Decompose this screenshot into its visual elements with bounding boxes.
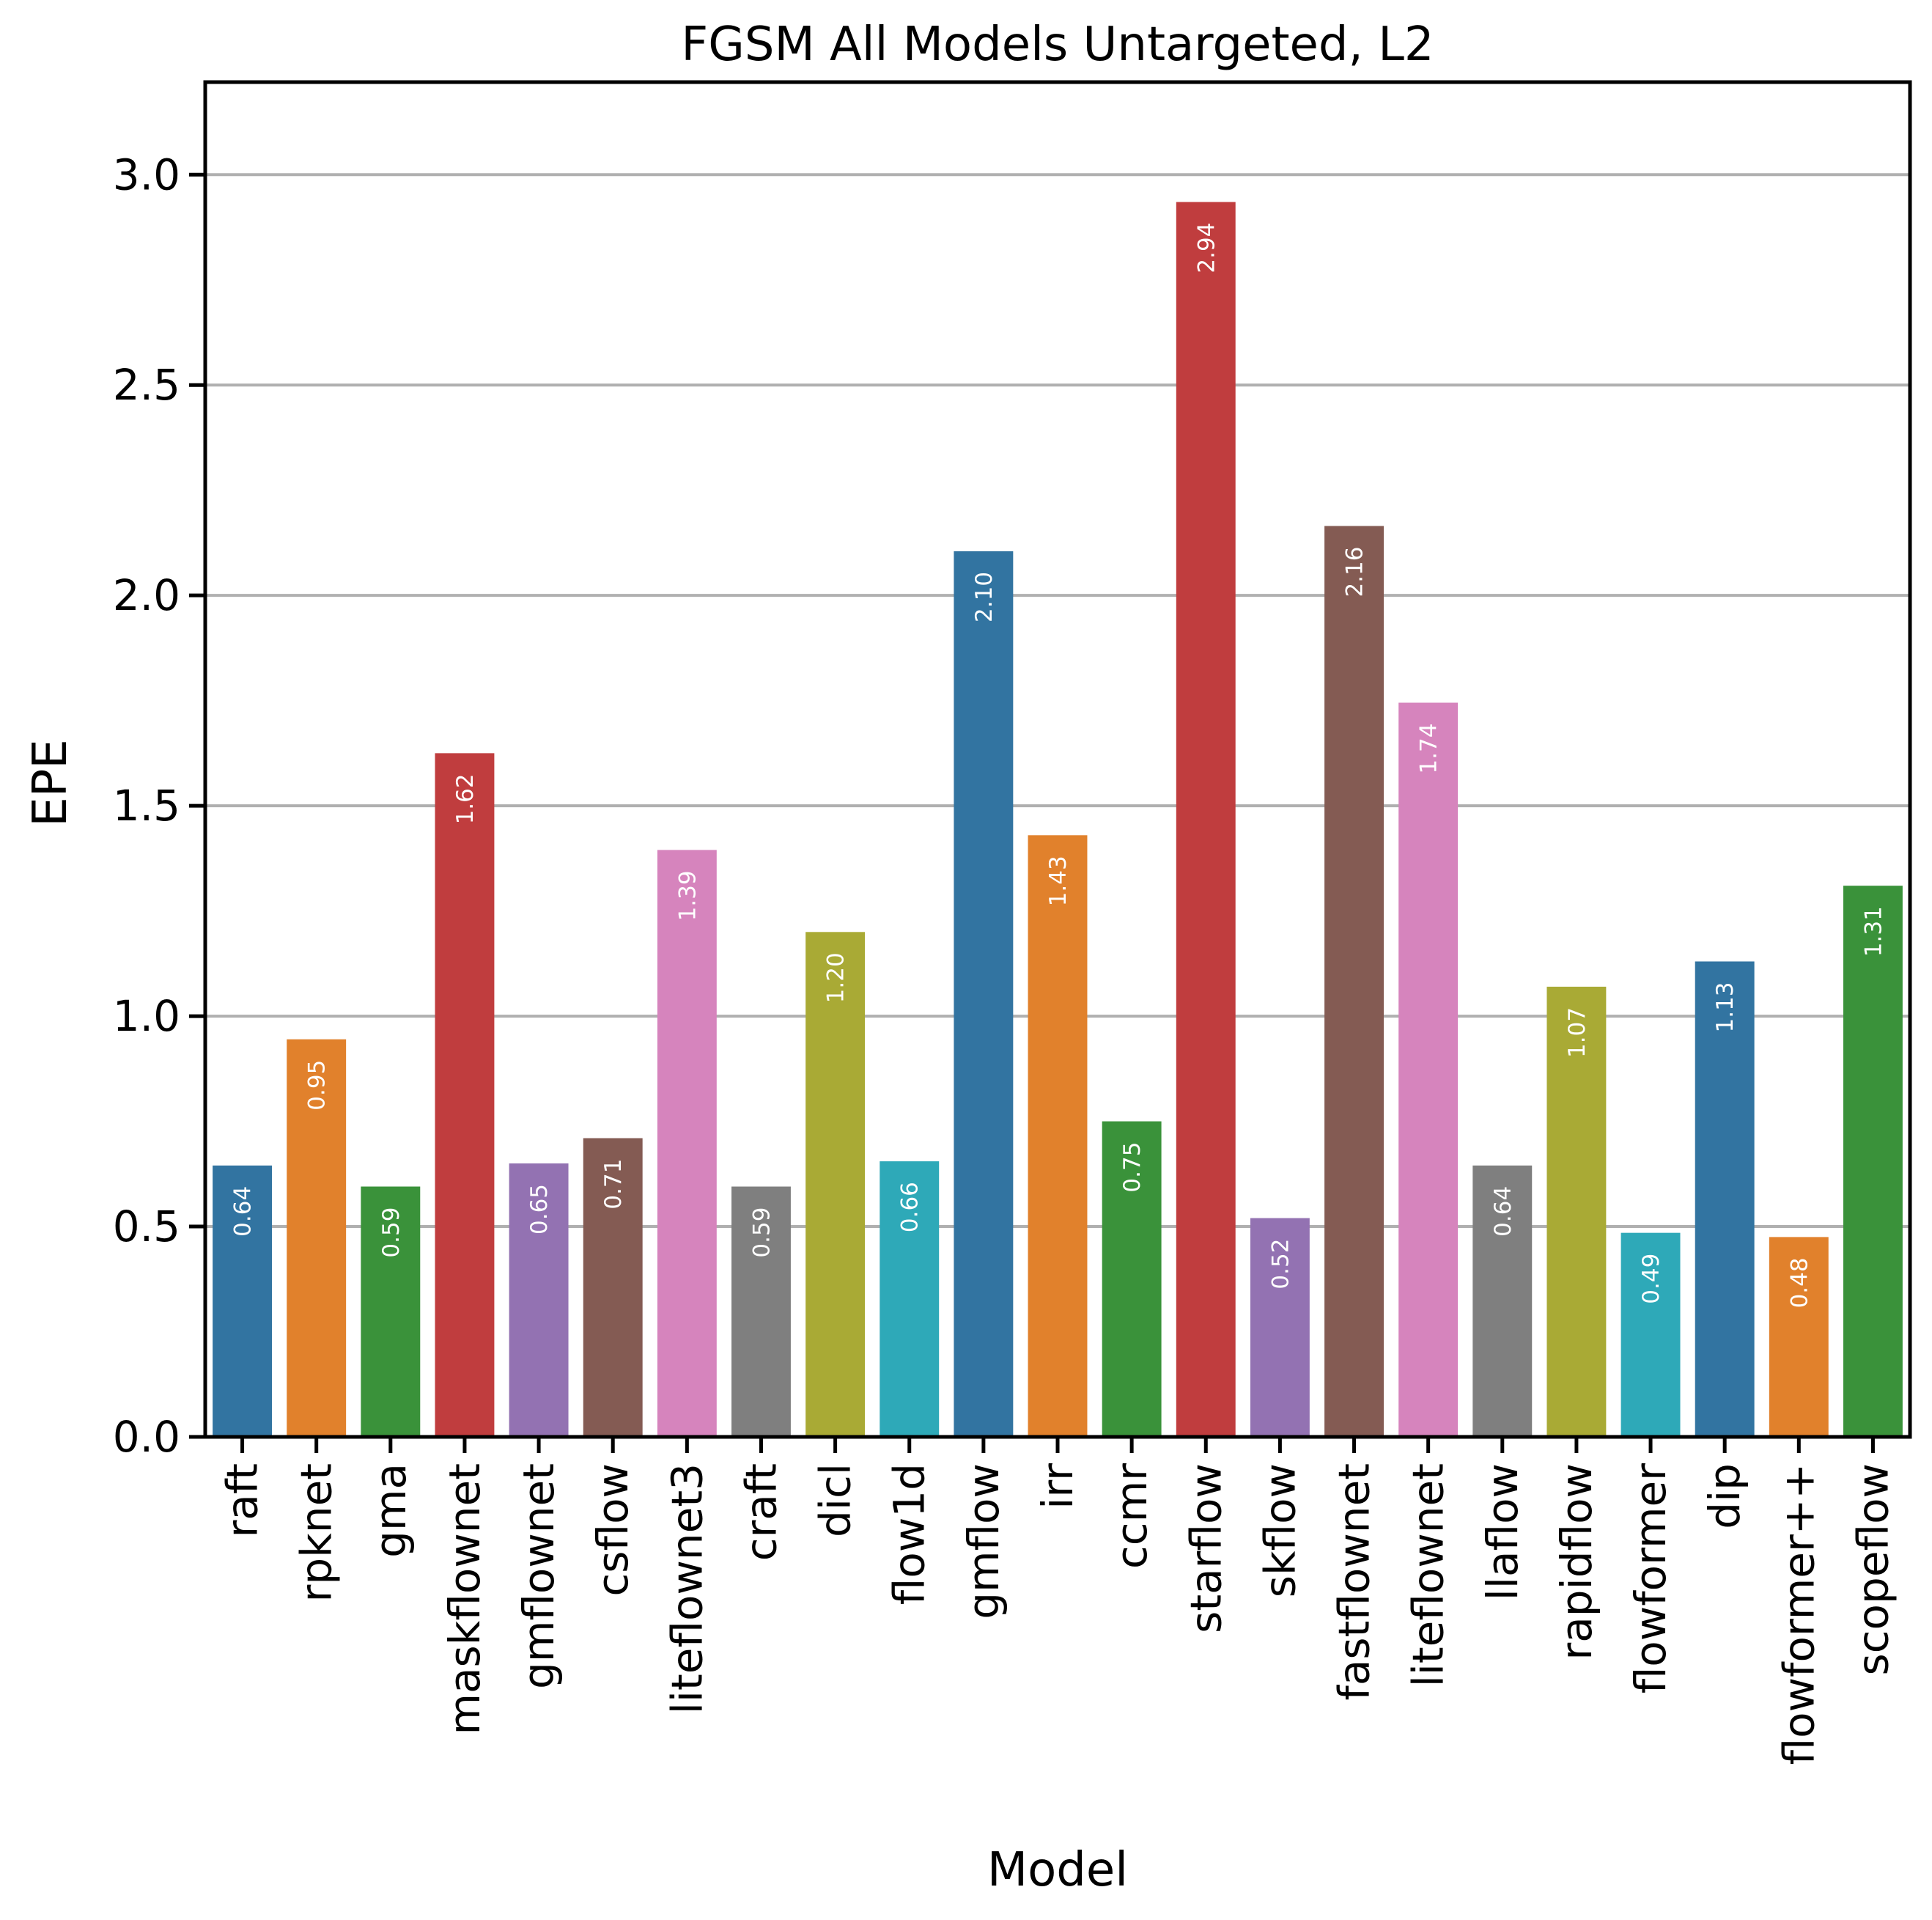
bar-value-label: 0.49 [1638,1254,1664,1304]
y-tick-label: 0.0 [113,1412,180,1462]
bar [880,1161,940,1437]
x-tick-label: gma [366,1463,416,1558]
y-axis-label: EPE [23,739,78,826]
x-tick-label: maskflownet [440,1463,490,1735]
x-tick-label: starflow [1181,1463,1231,1633]
bar [657,850,717,1437]
x-tick-label: rpknet [292,1463,342,1602]
y-tick-label: 0.5 [113,1202,180,1251]
bar-value-label: 0.66 [897,1182,923,1232]
bar-value-label: 1.39 [674,870,701,921]
bar [1398,702,1459,1437]
bar [1324,526,1384,1437]
bar-value-label: 0.64 [1490,1186,1516,1237]
x-tick-label: dicl [811,1463,860,1537]
bar [583,1138,643,1437]
bar-value-label: 0.64 [230,1186,257,1237]
x-tick-label: ccmr [1107,1463,1157,1569]
bar [287,1039,347,1437]
bar [1546,986,1607,1437]
bar [731,1186,791,1437]
x-tick-label: flowformer++ [1774,1463,1824,1765]
x-axis-label: Model [987,1843,1128,1897]
x-tick-label: flowformer [1626,1463,1675,1693]
x-tick-label: irr [1033,1463,1083,1509]
bar-value-label: 1.62 [452,773,479,824]
bar [435,753,495,1437]
bar-value-label: 1.74 [1416,724,1442,774]
bar-value-label: 2.10 [971,572,998,622]
bar-value-label: 0.75 [1119,1142,1146,1193]
bar [361,1186,421,1437]
y-tick-label: 2.5 [113,360,180,410]
x-tick-label: dip [1700,1463,1750,1529]
bar-value-label: 0.52 [1267,1239,1294,1290]
data-labels: 0.64 0.95 0.59 1.62 0.65 0.71 1.39 0.59 1.20 0.66… [230,223,1887,1309]
bar [1176,202,1236,1438]
bar-value-label: 0.59 [748,1207,775,1258]
y-tick-label: 1.5 [113,781,180,831]
bar-value-label: 1.31 [1860,906,1887,957]
chart-title: FGSM All Models Untargeted, L2 [681,18,1434,72]
x-tick-label: scopeflow [1848,1463,1898,1676]
y-axis: 0.0 0.5 1.0 1.5 2.0 2.5 3.0 [113,150,205,1462]
bar [213,1165,273,1437]
bar-value-label: 1.43 [1045,856,1072,906]
bar [509,1163,569,1437]
x-tick-label: craft [736,1463,786,1561]
bar-value-label: 1.13 [1712,982,1739,1032]
bar-value-label: 2.16 [1342,546,1368,597]
bar [1472,1165,1533,1437]
x-tick-label: csflow [588,1463,638,1597]
bar-value-label: 0.71 [600,1159,627,1210]
x-tick-label: liteflownet3 [662,1463,712,1714]
bar-value-label: 0.48 [1786,1257,1813,1308]
x-tick-label: raft [218,1463,268,1538]
bar-value-label: 0.59 [378,1207,405,1258]
x-tick-label: skflow [1255,1463,1305,1597]
x-axis: raft rpknet gma maskflownet gmflownet csflow l… [218,1437,1898,1765]
bar [1843,886,1903,1437]
x-tick-label: flow1d [885,1463,934,1605]
bar [1102,1121,1162,1437]
bar-value-label: 0.95 [304,1060,331,1111]
x-tick-label: gmflownet [514,1463,564,1689]
bars [213,202,1903,1438]
bar [954,551,1014,1437]
bar [1250,1218,1310,1437]
y-tick-label: 1.0 [113,991,180,1041]
bar [805,932,866,1437]
x-tick-label: gmflow [959,1463,1009,1619]
bar-value-label: 0.65 [526,1184,553,1235]
y-tick-label: 2.0 [113,570,180,620]
bar-value-label: 1.20 [823,952,849,1003]
x-tick-label: rapidflow [1552,1463,1601,1660]
bar-value-label: 2.94 [1193,223,1220,273]
bar [1028,835,1088,1437]
x-tick-label: fastflownet [1330,1463,1379,1701]
bar [1769,1237,1829,1437]
bar [1621,1232,1681,1437]
x-tick-label: llaflow [1478,1463,1527,1600]
bar-value-label: 1.07 [1564,1007,1590,1058]
bar [1695,961,1755,1437]
y-tick-label: 3.0 [113,150,180,199]
x-tick-label: liteflownet [1404,1463,1453,1687]
